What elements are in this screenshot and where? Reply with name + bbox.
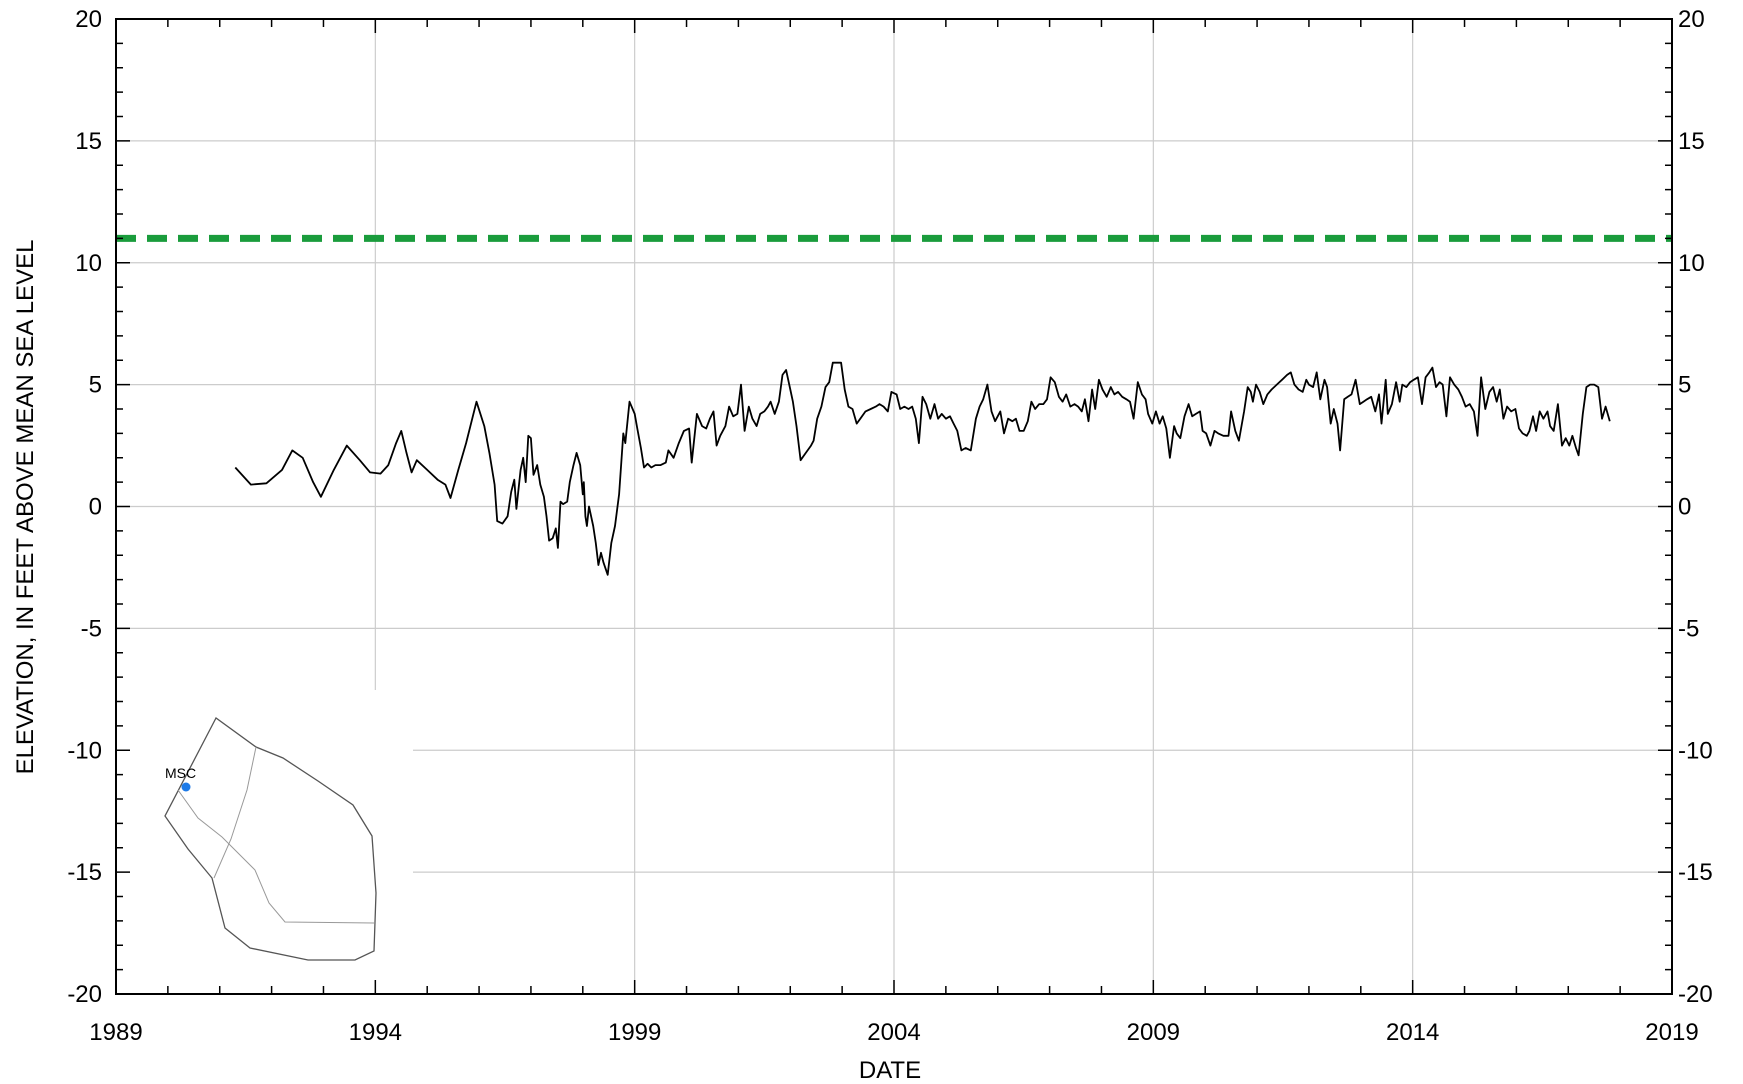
x-tick-label: 2004 (867, 1019, 920, 1046)
inset-station-label: MSC (165, 765, 196, 781)
y-tick-label-right: -20 (1678, 981, 1713, 1008)
y-tick-label-left: -20 (67, 981, 102, 1008)
y-tick-label-left: -5 (81, 615, 102, 642)
x-tick-label: 2019 (1645, 1019, 1698, 1046)
inset-outline (164, 717, 377, 961)
x-tick-label: 1989 (89, 1019, 142, 1046)
x-tick-label: 1999 (608, 1019, 661, 1046)
x-tick-label: 1994 (349, 1019, 402, 1046)
y-tick-label-right: 0 (1678, 494, 1691, 521)
tick-label-layer: 20 20 15 15 10 10 5 5 0 0 -5 -5 -10 -10 -15 -15 -20 -20 19… (67, 6, 1712, 1046)
y-tick-label-left: 10 (75, 250, 102, 277)
y-tick-label-right: -5 (1678, 615, 1699, 642)
y-tick-label-left: 5 (89, 372, 102, 399)
y-axis-title: ELEVATION, IN FEET ABOVE MEAN SEA LEVEL (12, 240, 39, 775)
series-layer (234, 361, 1611, 576)
y-tick-label-right: 20 (1678, 6, 1705, 33)
tick-layer (115, 18, 1673, 995)
y-tick-label-right: -15 (1678, 859, 1713, 886)
y-tick-label-right: 15 (1678, 128, 1705, 155)
y-tick-label-left: 20 (75, 6, 102, 33)
y-tick-label-left: -15 (67, 859, 102, 886)
series-line (234, 361, 1611, 576)
x-tick-label: 2014 (1386, 1019, 1439, 1046)
x-tick-label: 2009 (1127, 1019, 1180, 1046)
y-tick-label-right: -10 (1678, 737, 1713, 764)
inset-background (118, 690, 413, 990)
x-axis-title: DATE (859, 1057, 921, 1084)
inset-station-marker (181, 782, 191, 792)
y-tick-label-left: 15 (75, 128, 102, 155)
inset-road-1 (213, 746, 257, 879)
y-tick-label-left: 0 (89, 494, 102, 521)
inset-map: MSC (118, 690, 413, 990)
y-tick-label-left: -10 (67, 737, 102, 764)
inset-road-2 (177, 789, 375, 924)
y-tick-label-right: 5 (1678, 372, 1691, 399)
y-tick-label-right: 10 (1678, 250, 1705, 277)
